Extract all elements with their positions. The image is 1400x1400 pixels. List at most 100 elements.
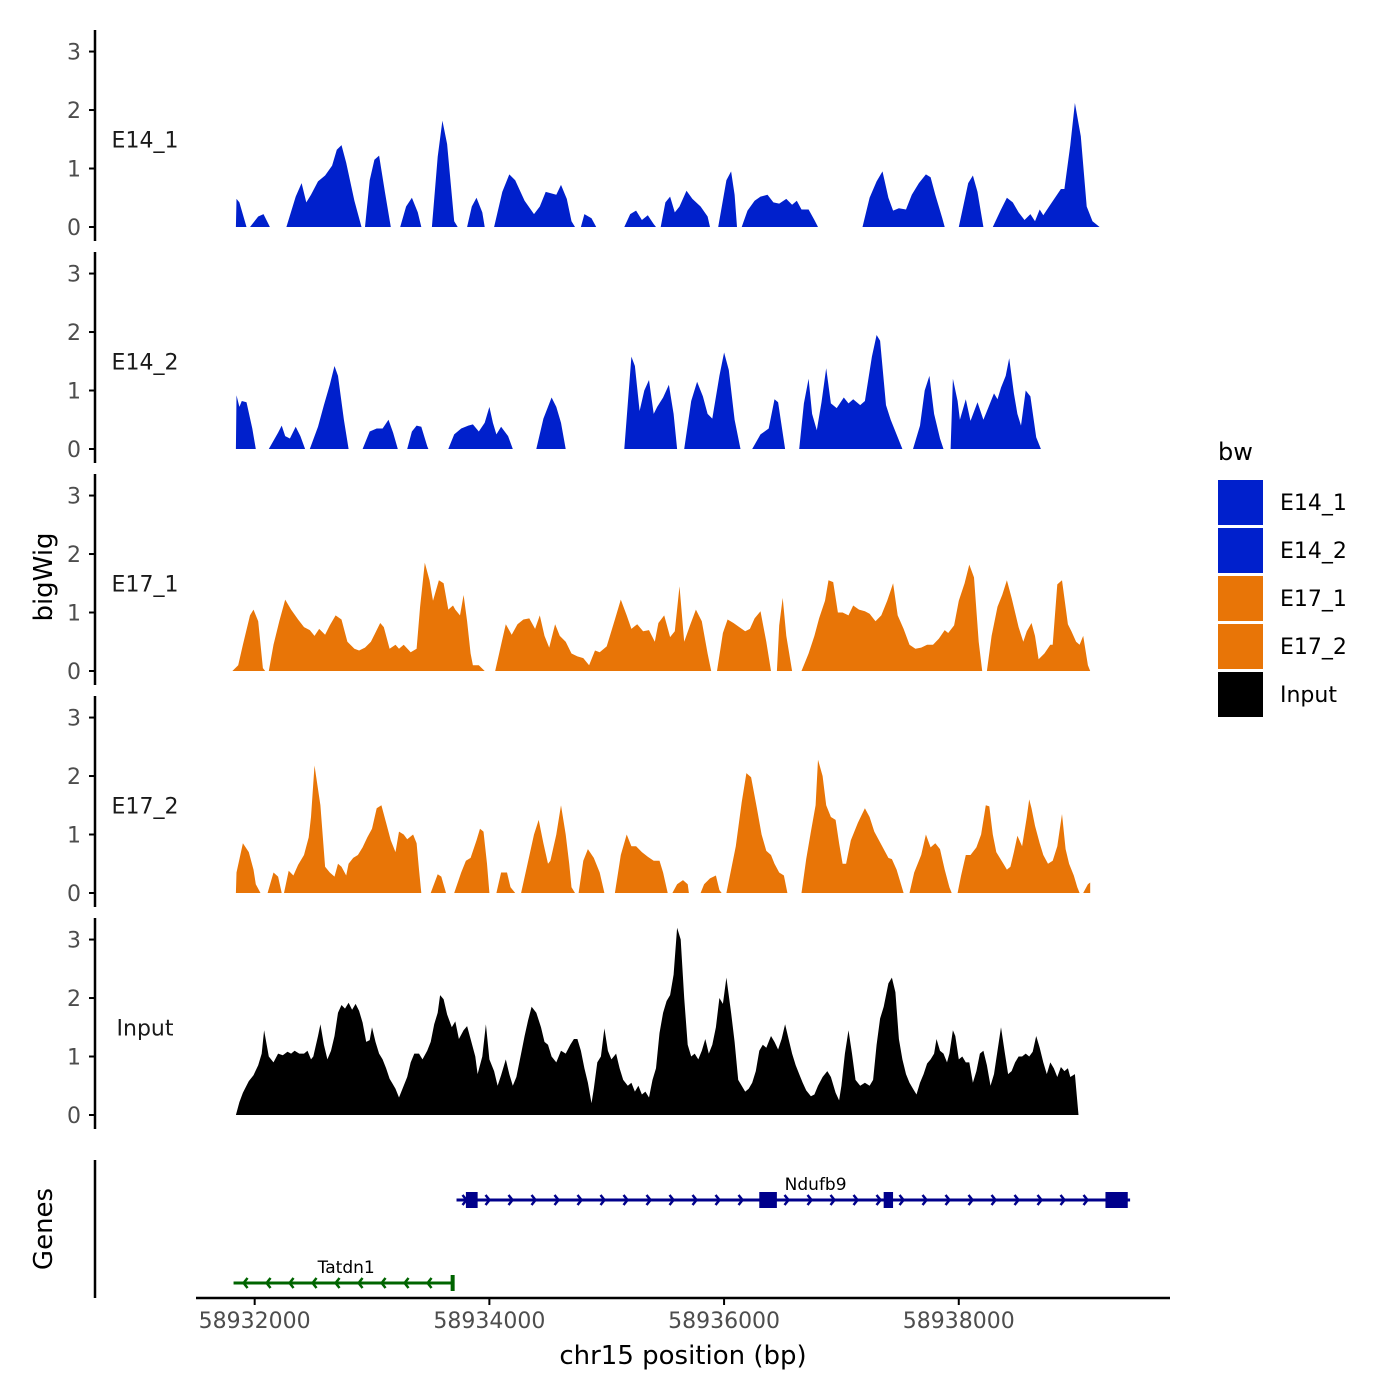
x-tick-label: 58936000 (668, 1309, 780, 1334)
x-axis-title: chr15 position (bp) (559, 1341, 806, 1371)
track-label: Input (117, 1016, 174, 1041)
y-tick-label: 2 (67, 543, 81, 568)
legend-entry-label: Input (1280, 683, 1337, 708)
legend-swatch-E14_1 (1218, 480, 1263, 525)
strand-chevron (898, 1194, 906, 1206)
track-Input: 0 1 2 3 Input (67, 918, 1080, 1129)
strand-chevron (553, 1194, 561, 1206)
y-tick-label: 3 (67, 485, 81, 510)
track-label: E17_2 (112, 794, 179, 819)
y-tick-label: 3 (67, 707, 81, 732)
strand-chevron (806, 1194, 814, 1206)
strand-chevron (576, 1194, 584, 1206)
gene-exon (759, 1192, 777, 1208)
strand-chevron (1082, 1194, 1090, 1206)
strand-chevron (402, 1277, 410, 1289)
y-tick-label: 0 (67, 882, 81, 907)
strand-chevron (241, 1277, 249, 1289)
y-tick-label: 1 (67, 602, 81, 627)
strand-chevron (875, 1194, 883, 1206)
y-tick-label: 1 (67, 380, 81, 405)
y-tick-label: 1 (67, 1046, 81, 1071)
strand-chevron (921, 1194, 929, 1206)
y-tick-label: 2 (67, 321, 81, 346)
strand-chevron (691, 1194, 699, 1206)
legend-swatch-E14_2 (1218, 528, 1263, 573)
y-tick-label: 0 (67, 216, 81, 241)
y-tick-label: 0 (67, 660, 81, 685)
track-label: E17_1 (112, 572, 179, 597)
legend-entry-label: E14_1 (1280, 491, 1347, 516)
strand-chevron (622, 1194, 630, 1206)
gene-label: Ndufb9 (785, 1175, 847, 1195)
y-tick-label: 1 (67, 824, 81, 849)
strand-chevron (668, 1194, 676, 1206)
track-label: E14_1 (112, 128, 179, 153)
strand-chevron (1013, 1194, 1021, 1206)
x-tick-label: 58932000 (199, 1309, 311, 1334)
gene-exon (1105, 1192, 1128, 1208)
strand-chevron (356, 1277, 364, 1289)
strand-chevron (852, 1194, 860, 1206)
coverage-area-E14_2 (235, 335, 1041, 449)
legend-entry-label: E17_1 (1280, 587, 1347, 612)
y-axis-title: bigWig (29, 532, 59, 621)
strand-chevron (1059, 1194, 1067, 1206)
strand-chevron (967, 1194, 975, 1206)
legend: bw E14_1 E14_2 E17_1 E17_2 Input (1218, 438, 1347, 717)
genes-track-title: Genes (29, 1188, 59, 1270)
legend-entry-label: E14_2 (1280, 539, 1347, 564)
y-tick-label: 2 (67, 99, 81, 124)
y-tick-label: 3 (67, 41, 81, 66)
y-tick-label: 3 (67, 929, 81, 954)
coverage-area-E17_2 (235, 759, 1091, 893)
x-tick-label: 58938000 (903, 1309, 1015, 1334)
gene-label: Tatdn1 (317, 1258, 375, 1278)
strand-chevron (737, 1194, 745, 1206)
strand-chevron (645, 1194, 653, 1206)
legend-swatch-E17_2 (1218, 624, 1263, 669)
strand-chevron (484, 1194, 492, 1206)
strand-chevron (530, 1194, 538, 1206)
legend-entry-label: E17_2 (1280, 635, 1347, 660)
strand-chevron (425, 1277, 433, 1289)
x-tick-label: 58934000 (433, 1309, 545, 1334)
y-tick-label: 1 (67, 158, 81, 183)
track-label: E14_2 (112, 350, 179, 375)
track-E14_2: 0 1 2 3 E14_2 (67, 252, 1041, 463)
tracks-layer: 0 1 2 3 E14_1 0 1 2 3 E14_2 0 1 2 3 E17_1 0 1 2 3 E17_2 0 1 2 3… (67, 30, 1100, 1129)
strand-chevron (1036, 1194, 1044, 1206)
y-tick-label: 3 (67, 263, 81, 288)
coverage-area-E17_1 (232, 562, 1091, 671)
gene-exon (883, 1192, 894, 1208)
gene-Tatdn1: Tatdn1 (233, 1258, 455, 1291)
y-tick-label: 0 (67, 438, 81, 463)
track-E17_2: 0 1 2 3 E17_2 (67, 696, 1091, 907)
gene-exon (465, 1192, 478, 1208)
gene-Ndufb9: Ndufb9 (456, 1175, 1131, 1208)
track-E14_1: 0 1 2 3 E14_1 (67, 30, 1100, 241)
y-tick-label: 0 (67, 1104, 81, 1129)
legend-title: bw (1218, 438, 1253, 466)
legend-swatch-E17_1 (1218, 576, 1263, 621)
strand-chevron (333, 1277, 341, 1289)
coverage-area-E14_1 (235, 103, 1100, 227)
y-tick-label: 2 (67, 987, 81, 1012)
gene-exon (450, 1275, 455, 1291)
strand-chevron (990, 1194, 998, 1206)
strand-chevron (829, 1194, 837, 1206)
x-axis: 58932000 58934000 58936000 58938000 (196, 1296, 1170, 1334)
track-E17_1: 0 1 2 3 E17_1 (67, 474, 1091, 685)
strand-chevron (507, 1194, 515, 1206)
strand-chevron (379, 1277, 387, 1289)
legend-swatch-Input (1218, 672, 1263, 717)
strand-chevron (714, 1194, 722, 1206)
strand-chevron (310, 1277, 318, 1289)
y-tick-label: 2 (67, 765, 81, 790)
strand-chevron (599, 1194, 607, 1206)
strand-chevron (944, 1194, 952, 1206)
strand-chevron (783, 1194, 791, 1206)
strand-chevron (264, 1277, 272, 1289)
strand-chevron (287, 1277, 295, 1289)
